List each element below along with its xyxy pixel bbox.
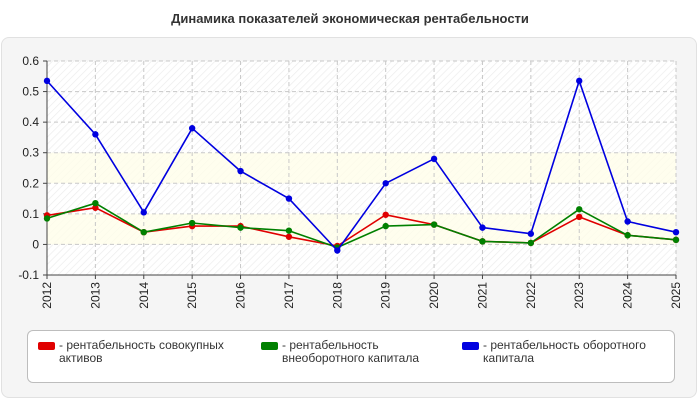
x-tick-label: 2019 bbox=[379, 282, 393, 309]
legend-swatch-working-capital bbox=[462, 342, 479, 350]
data-point-working-capital bbox=[527, 230, 535, 237]
y-tick-label: 0.6 bbox=[22, 54, 39, 68]
x-tick-label: 2018 bbox=[330, 282, 344, 309]
data-point-noncurrent-capital bbox=[430, 221, 438, 228]
data-point-total-assets bbox=[576, 213, 583, 221]
data-point-noncurrent-capital bbox=[140, 229, 147, 236]
legend-item-total-assets: - рентабельность совокупных активов bbox=[38, 339, 239, 365]
data-point-working-capital bbox=[188, 125, 196, 132]
chart-legend: - рентабельность совокупных активов - ре… bbox=[27, 330, 675, 383]
data-point-noncurrent-capital bbox=[285, 227, 293, 234]
legend-label-total-assets: - рентабельность совокупных активов bbox=[59, 338, 224, 365]
data-point-working-capital bbox=[237, 167, 244, 175]
series-line-working-capital bbox=[46, 80, 677, 252]
plot-band-1 bbox=[47, 213, 676, 245]
data-point-working-capital bbox=[334, 247, 341, 254]
x-tick-label: 2014 bbox=[137, 282, 151, 309]
y-tick-label: 0.1 bbox=[22, 207, 39, 221]
x-tick-label: 2023 bbox=[572, 282, 586, 309]
data-point-working-capital bbox=[479, 224, 486, 231]
data-point-noncurrent-capital bbox=[576, 206, 583, 213]
x-tick-label: 2015 bbox=[185, 282, 199, 309]
chart-title: Динамика показателей экономическая рента… bbox=[171, 11, 529, 26]
y-tick-label: 0 bbox=[32, 237, 39, 251]
legend-label-working-capital: - рентабельность оборотного капитала bbox=[483, 338, 646, 365]
x-tick-label: 2017 bbox=[282, 282, 296, 309]
data-point-total-assets bbox=[285, 233, 293, 240]
plot-band-0 bbox=[47, 152, 676, 184]
data-point-working-capital bbox=[92, 131, 99, 138]
data-point-working-capital bbox=[382, 180, 389, 187]
data-point-noncurrent-capital bbox=[188, 219, 196, 227]
x-tick-label: 2020 bbox=[427, 282, 441, 309]
data-point-noncurrent-capital bbox=[672, 236, 680, 244]
data-point-working-capital bbox=[672, 229, 680, 236]
data-point-noncurrent-capital bbox=[237, 224, 244, 231]
x-tick-label: 2013 bbox=[88, 282, 102, 309]
legend-swatch-noncurrent-capital bbox=[261, 342, 278, 350]
legend-item-noncurrent-capital: - рентабельность внеоборотного капитала bbox=[261, 339, 462, 365]
x-tick-label: 2022 bbox=[524, 282, 538, 309]
legend-swatch-total-assets bbox=[38, 342, 55, 350]
data-point-working-capital bbox=[43, 77, 51, 85]
data-point-noncurrent-capital bbox=[382, 222, 389, 230]
x-tick-label: 2016 bbox=[234, 282, 248, 309]
y-tick-label: 0.3 bbox=[22, 146, 39, 160]
y-tick-label: 0.5 bbox=[22, 85, 39, 99]
data-point-working-capital bbox=[285, 195, 293, 202]
data-point-noncurrent-capital bbox=[624, 232, 631, 239]
data-point-working-capital bbox=[430, 155, 438, 163]
x-tick-label: 2024 bbox=[621, 282, 635, 309]
data-point-working-capital bbox=[140, 209, 147, 216]
data-point-total-assets bbox=[92, 204, 99, 211]
data-point-noncurrent-capital bbox=[92, 199, 99, 207]
y-tick-label: -0.1 bbox=[18, 268, 39, 282]
legend-label-noncurrent-capital: - рентабельность внеоборотного капитала bbox=[282, 338, 419, 365]
legend-item-working-capital: - рентабельность оборотного капитала bbox=[462, 339, 663, 365]
data-point-working-capital bbox=[624, 218, 631, 225]
series-line-noncurrent-capital bbox=[46, 202, 677, 249]
x-tick-label: 2025 bbox=[669, 282, 683, 309]
x-tick-label: 2021 bbox=[475, 282, 489, 309]
data-point-working-capital bbox=[576, 77, 583, 85]
data-point-noncurrent-capital bbox=[479, 238, 486, 245]
y-tick-label: 0.4 bbox=[22, 115, 39, 129]
data-point-noncurrent-capital bbox=[43, 215, 51, 222]
x-tick-label: 2012 bbox=[40, 282, 54, 309]
data-point-total-assets bbox=[382, 211, 389, 218]
data-point-noncurrent-capital bbox=[527, 239, 535, 247]
y-tick-label: 0.2 bbox=[22, 176, 39, 190]
